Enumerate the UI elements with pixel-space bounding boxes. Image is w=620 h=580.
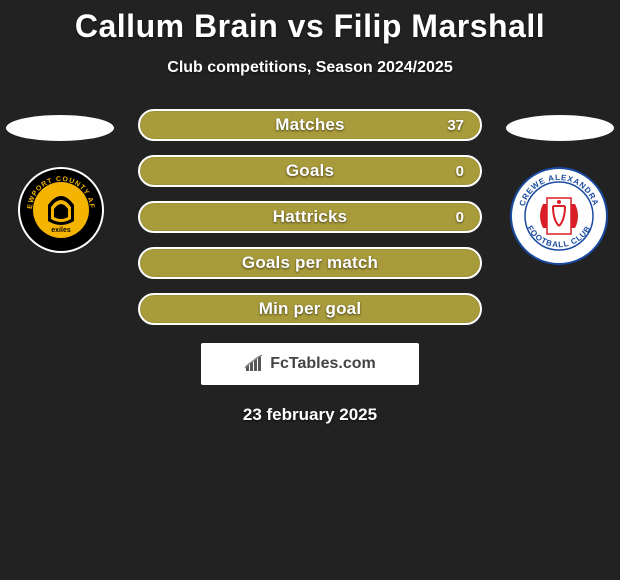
content-region: NEWPORT COUNTY AFC 1912 — 1989 exiles CR… <box>0 109 620 425</box>
stat-value-right: 0 <box>456 163 464 180</box>
club-crest-right: CREWE ALEXANDRA FOOTBALL CLUB <box>510 167 608 270</box>
newport-county-crest-icon: NEWPORT COUNTY AFC 1912 — 1989 exiles <box>18 167 104 253</box>
club-crest-left: NEWPORT COUNTY AFC 1912 — 1989 exiles <box>18 167 104 258</box>
svg-text:exiles: exiles <box>51 227 71 234</box>
player-left-oval <box>6 115 114 141</box>
stat-bar-hattricks: Hattricks 0 <box>138 201 482 233</box>
stat-bar-min-per-goal: Min per goal <box>138 293 482 325</box>
stat-label: Hattricks <box>273 207 348 227</box>
chart-icon <box>244 355 266 373</box>
brand-text: FcTables.com <box>270 355 376 373</box>
stat-bars: Matches 37 Goals 0 Hattricks 0 Goals per… <box>138 109 482 325</box>
stat-bar-matches: Matches 37 <box>138 109 482 141</box>
stat-label: Goals <box>286 161 334 181</box>
stat-label: Min per goal <box>259 299 362 319</box>
stat-value-right: 0 <box>456 209 464 226</box>
stat-bar-goals: Goals 0 <box>138 155 482 187</box>
player-right-oval <box>506 115 614 141</box>
stat-label: Matches <box>275 115 344 135</box>
crewe-alexandra-crest-icon: CREWE ALEXANDRA FOOTBALL CLUB <box>510 167 608 265</box>
page-title: Callum Brain vs Filip Marshall <box>0 0 620 45</box>
date-text: 23 february 2025 <box>0 405 620 425</box>
stat-label: Goals per match <box>242 253 378 273</box>
page-subtitle: Club competitions, Season 2024/2025 <box>0 59 620 77</box>
stat-bar-goals-per-match: Goals per match <box>138 247 482 279</box>
stat-value-right: 37 <box>447 117 464 134</box>
brand-box: FcTables.com <box>201 343 419 385</box>
